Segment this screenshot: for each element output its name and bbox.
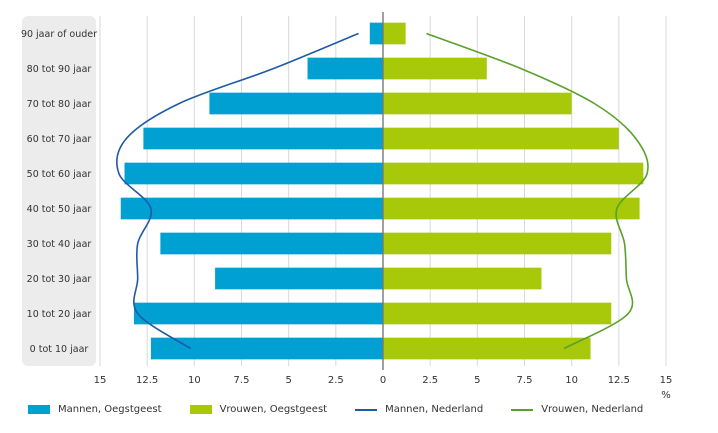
bar-mannen-oegstgeest [369,22,383,45]
x-tick-label: 10 [188,375,201,386]
bar-vrouwen-oegstgeest [383,232,612,255]
bar-vrouwen-oegstgeest [383,22,406,45]
category-label: 90 jaar of ouder [21,29,97,40]
bar-vrouwen-oegstgeest [383,197,640,220]
legend-label: Vrouwen, Oegstgeest [219,404,328,415]
legend-item-vrouwen-oegstgeest: Vrouwen, Oegstgeest [189,404,328,415]
x-axis-unit-label: % [661,390,671,400]
bar-mannen-oegstgeest [209,92,383,115]
category-label-panel [22,16,96,366]
category-label: 60 tot 70 jaar [27,134,92,145]
category-label: 0 tot 10 jaar [30,344,89,355]
category-label: 40 tot 50 jaar [27,204,92,215]
legend-swatch-line [511,408,534,411]
bar-vrouwen-oegstgeest [383,267,542,290]
category-label: 80 tot 90 jaar [27,64,92,75]
category-label: 30 tot 40 jaar [27,239,92,250]
bar-mannen-oegstgeest [124,162,383,185]
x-tick-label: 12.5 [136,375,158,386]
bar-vrouwen-oegstgeest [383,127,619,150]
bar-vrouwen-oegstgeest [383,162,644,185]
legend-swatch-bar [28,405,50,414]
x-tick-label: 2.5 [328,375,344,386]
x-tick-label: 12.5 [608,375,630,386]
bar-vrouwen-oegstgeest [383,302,612,325]
bar-mannen-oegstgeest [307,57,383,80]
bar-mannen-oegstgeest [143,127,383,150]
line-mannen-nederland [116,32,359,350]
legend-label: Mannen, Nederland [385,404,484,415]
line-vrouwen-nederland [426,32,649,350]
x-tick-label: 5 [474,375,480,386]
x-tick-label: 7.5 [234,375,250,386]
population-pyramid-chart: 0 tot 10 jaar 10 tot 20 jaar 20 tot 30 jaa… [21,12,673,400]
bar-mannen-oegstgeest [160,232,383,255]
x-tick-label: 10 [565,375,578,386]
chart-legend: Mannen, Oegstgeest Vrouwen, Oegstgeest M… [28,404,671,415]
bar-vrouwen-oegstgeest [383,57,487,80]
bar-vrouwen-oegstgeest [383,92,572,115]
category-label: 70 tot 80 jaar [27,99,92,110]
x-tick-label: 7.5 [517,375,533,386]
x-tick-label: 5 [285,375,291,386]
category-label: 50 tot 60 jaar [27,169,92,180]
bar-mannen-oegstgeest [120,197,384,220]
legend-label: Mannen, Oegstgeest [58,404,162,415]
x-tick-label: 0 [380,375,386,386]
category-label: 10 tot 20 jaar [27,309,92,320]
category-label: 20 tot 30 jaar [27,274,92,285]
legend-label: Vrouwen, Nederland [541,404,644,415]
x-tick-label: 2.5 [422,375,438,386]
legend-item-mannen-oegstgeest: Mannen, Oegstgeest [28,404,162,415]
bar-mannen-oegstgeest [133,302,383,325]
legend-item-vrouwen-nederland: Vrouwen, Nederland [511,404,643,415]
legend-item-mannen-nederland: Mannen, Nederland [355,404,483,415]
x-tick-label: 15 [660,375,673,386]
legend-swatch-bar [189,405,212,414]
legend-swatch-line [355,408,378,411]
bar-vrouwen-oegstgeest [383,337,591,360]
bar-mannen-oegstgeest [215,267,383,290]
x-tick-label: 15 [94,375,107,386]
bar-mannen-oegstgeest [150,337,383,360]
